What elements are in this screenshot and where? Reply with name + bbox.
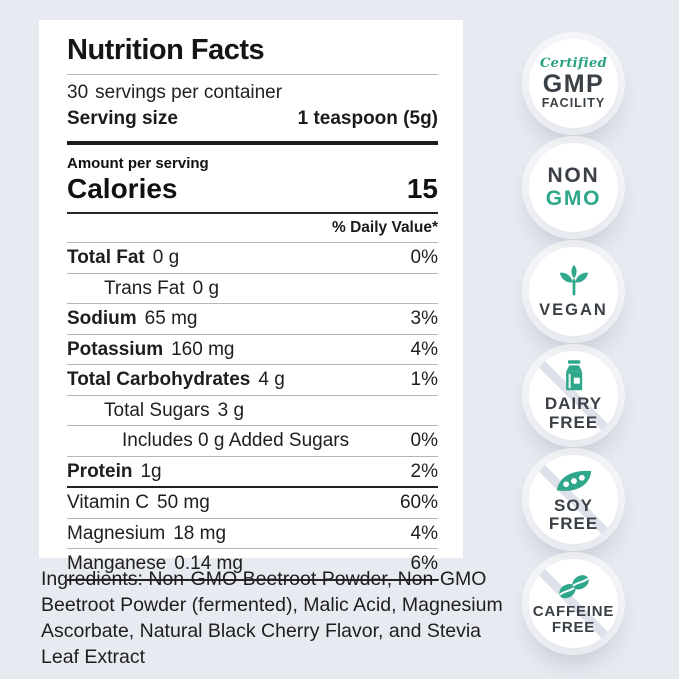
nutrient-amount: 160 mg <box>171 338 235 360</box>
nutrient-row: Total Fat 0 g 0% <box>67 242 438 273</box>
badge-line: VEGAN <box>539 300 608 319</box>
nutrient-row: Potassium 160 mg 4% <box>67 333 438 365</box>
nutrient-label: Total Fat <box>67 247 145 268</box>
nutrient-label: Manganese <box>67 553 167 574</box>
nutrient-row: Vitamin C 50 mg 60% <box>67 486 438 518</box>
nutrient-percent-dv: 0% <box>410 430 438 451</box>
nutrient-label: Protein <box>67 460 133 482</box>
nutrient-percent-dv: 1% <box>410 369 438 390</box>
servings-count: 30 <box>67 82 89 103</box>
divider <box>67 74 438 75</box>
badge-line: FREE <box>548 412 599 432</box>
badge-dairy-free: DAIRY FREE <box>529 351 618 440</box>
nutrient-row: Total Carbohydrates 4 g 1% <box>67 364 438 395</box>
medium-divider <box>67 212 438 214</box>
badge-vegan: VEGAN <box>529 247 618 336</box>
nutrient-amount: 1g <box>140 460 162 482</box>
badge-label: NON GMO <box>545 163 602 210</box>
calories-row: Calories 15 <box>67 173 438 205</box>
serving-size-label: Serving size <box>67 108 178 129</box>
badge-line: DAIRY <box>544 394 603 414</box>
nutrient-row: Magnesium 18 mg 4% <box>67 517 438 549</box>
nutrient-row: Total Sugars 3 g <box>67 394 438 426</box>
nutrient-row: Sodium 65 mg 3% <box>67 303 438 334</box>
servings-per-container: 30 servings per container <box>67 82 438 104</box>
nutrient-row: Includes 0 g Added Sugars 0% <box>67 425 438 456</box>
thick-divider <box>67 141 438 145</box>
amount-per-serving: Amount per serving <box>67 155 209 172</box>
badge-gmp: Certified GMP FACILITY <box>529 39 618 128</box>
nutrient-row: Manganese 0.14 mg 6% <box>67 548 438 579</box>
nutrient-label: Vitamin C <box>67 492 150 513</box>
nutrient-row: Trans Fat 0 g <box>67 272 438 304</box>
badge-line: SOY <box>554 495 593 515</box>
nutrition-facts-label: Nutrition Facts 30 servings per container… <box>39 20 463 581</box>
nutrient-label: Total Carbohydrates <box>67 369 251 390</box>
calories-label: Calories <box>67 173 178 204</box>
badge-label: CAFFEINE FREE <box>532 602 615 636</box>
nutrient-row: Protein 1g 2% <box>67 455 438 487</box>
ingredients-text: Ingredients: Non-GMO Beetroot Powder, No… <box>41 568 503 668</box>
milk-carton-icon <box>565 360 582 391</box>
badge-non-gmo: NON GMO <box>529 143 618 232</box>
badge-label: VEGAN <box>539 300 608 320</box>
nutrient-percent-dv: 60% <box>399 492 438 513</box>
calories-value: 15 <box>406 173 438 204</box>
nutrient-rows: Total Fat 0 g 0% Trans Fat 0 g Sodium 65… <box>67 242 438 579</box>
nutrient-amount: 0.14 mg <box>174 553 243 574</box>
nutrient-amount: 3 g <box>217 399 245 421</box>
soy-pod-icon <box>556 470 591 491</box>
coffee-beans-icon <box>558 574 589 599</box>
badge-line: Certified <box>539 55 607 71</box>
nutrient-amount: 4 g <box>258 369 285 390</box>
nutrient-label: Magnesium <box>67 522 166 544</box>
badge-line: NON <box>547 163 600 187</box>
nutrient-label: Includes 0 g Added Sugars <box>122 430 350 451</box>
badge-soy-free: SOY FREE <box>529 455 618 544</box>
nutrient-amount: 0 g <box>152 247 180 268</box>
nutrient-percent-dv: 4% <box>410 338 438 360</box>
nutrient-percent-dv: 3% <box>410 308 438 329</box>
servings-text: servings per container <box>95 82 283 103</box>
label-title: Nutrition Facts <box>67 34 265 66</box>
nutrient-amount: 18 mg <box>173 522 227 544</box>
nutrient-percent-dv: 2% <box>410 460 438 482</box>
nutrient-percent-dv: 4% <box>410 522 438 544</box>
nutrient-label: Total Sugars <box>104 399 210 421</box>
badge-line: GMP <box>542 69 605 98</box>
badge-line: CAFFEINE <box>532 602 615 620</box>
badge-line: FREE <box>548 514 599 533</box>
daily-value-header: % Daily Value* <box>332 219 438 236</box>
leaf-icon <box>559 264 588 296</box>
nutrient-amount: 50 mg <box>157 492 210 513</box>
badge-caffeine-free: CAFFEINE FREE <box>529 559 618 648</box>
nutrient-percent-dv: 0% <box>410 247 438 268</box>
nutrient-amount: 65 mg <box>144 308 198 329</box>
badge-line: FREE <box>551 619 596 636</box>
badge-label: Certified GMP FACILITY <box>539 55 607 111</box>
badge-label: DAIRY FREE <box>544 394 603 432</box>
nutrient-label: Potassium <box>67 338 164 360</box>
nutrient-label: Trans Fat <box>104 277 185 299</box>
nutrient-label: Sodium <box>67 308 137 329</box>
serving-size-row: Serving size 1 teaspoon (5g) <box>67 108 438 130</box>
badge-line: GMO <box>545 186 602 210</box>
badge-line: FACILITY <box>541 95 606 110</box>
badge-column: Certified GMP FACILITY NON GMO VEGAN DAIRY F… <box>529 39 618 648</box>
nutrient-amount: 0 g <box>192 277 220 299</box>
bottom-divider <box>67 578 438 581</box>
badge-label: SOY FREE <box>548 495 599 534</box>
serving-size-value: 1 teaspoon (5g) <box>297 108 438 129</box>
nutrient-percent-dv: 6% <box>410 553 438 574</box>
